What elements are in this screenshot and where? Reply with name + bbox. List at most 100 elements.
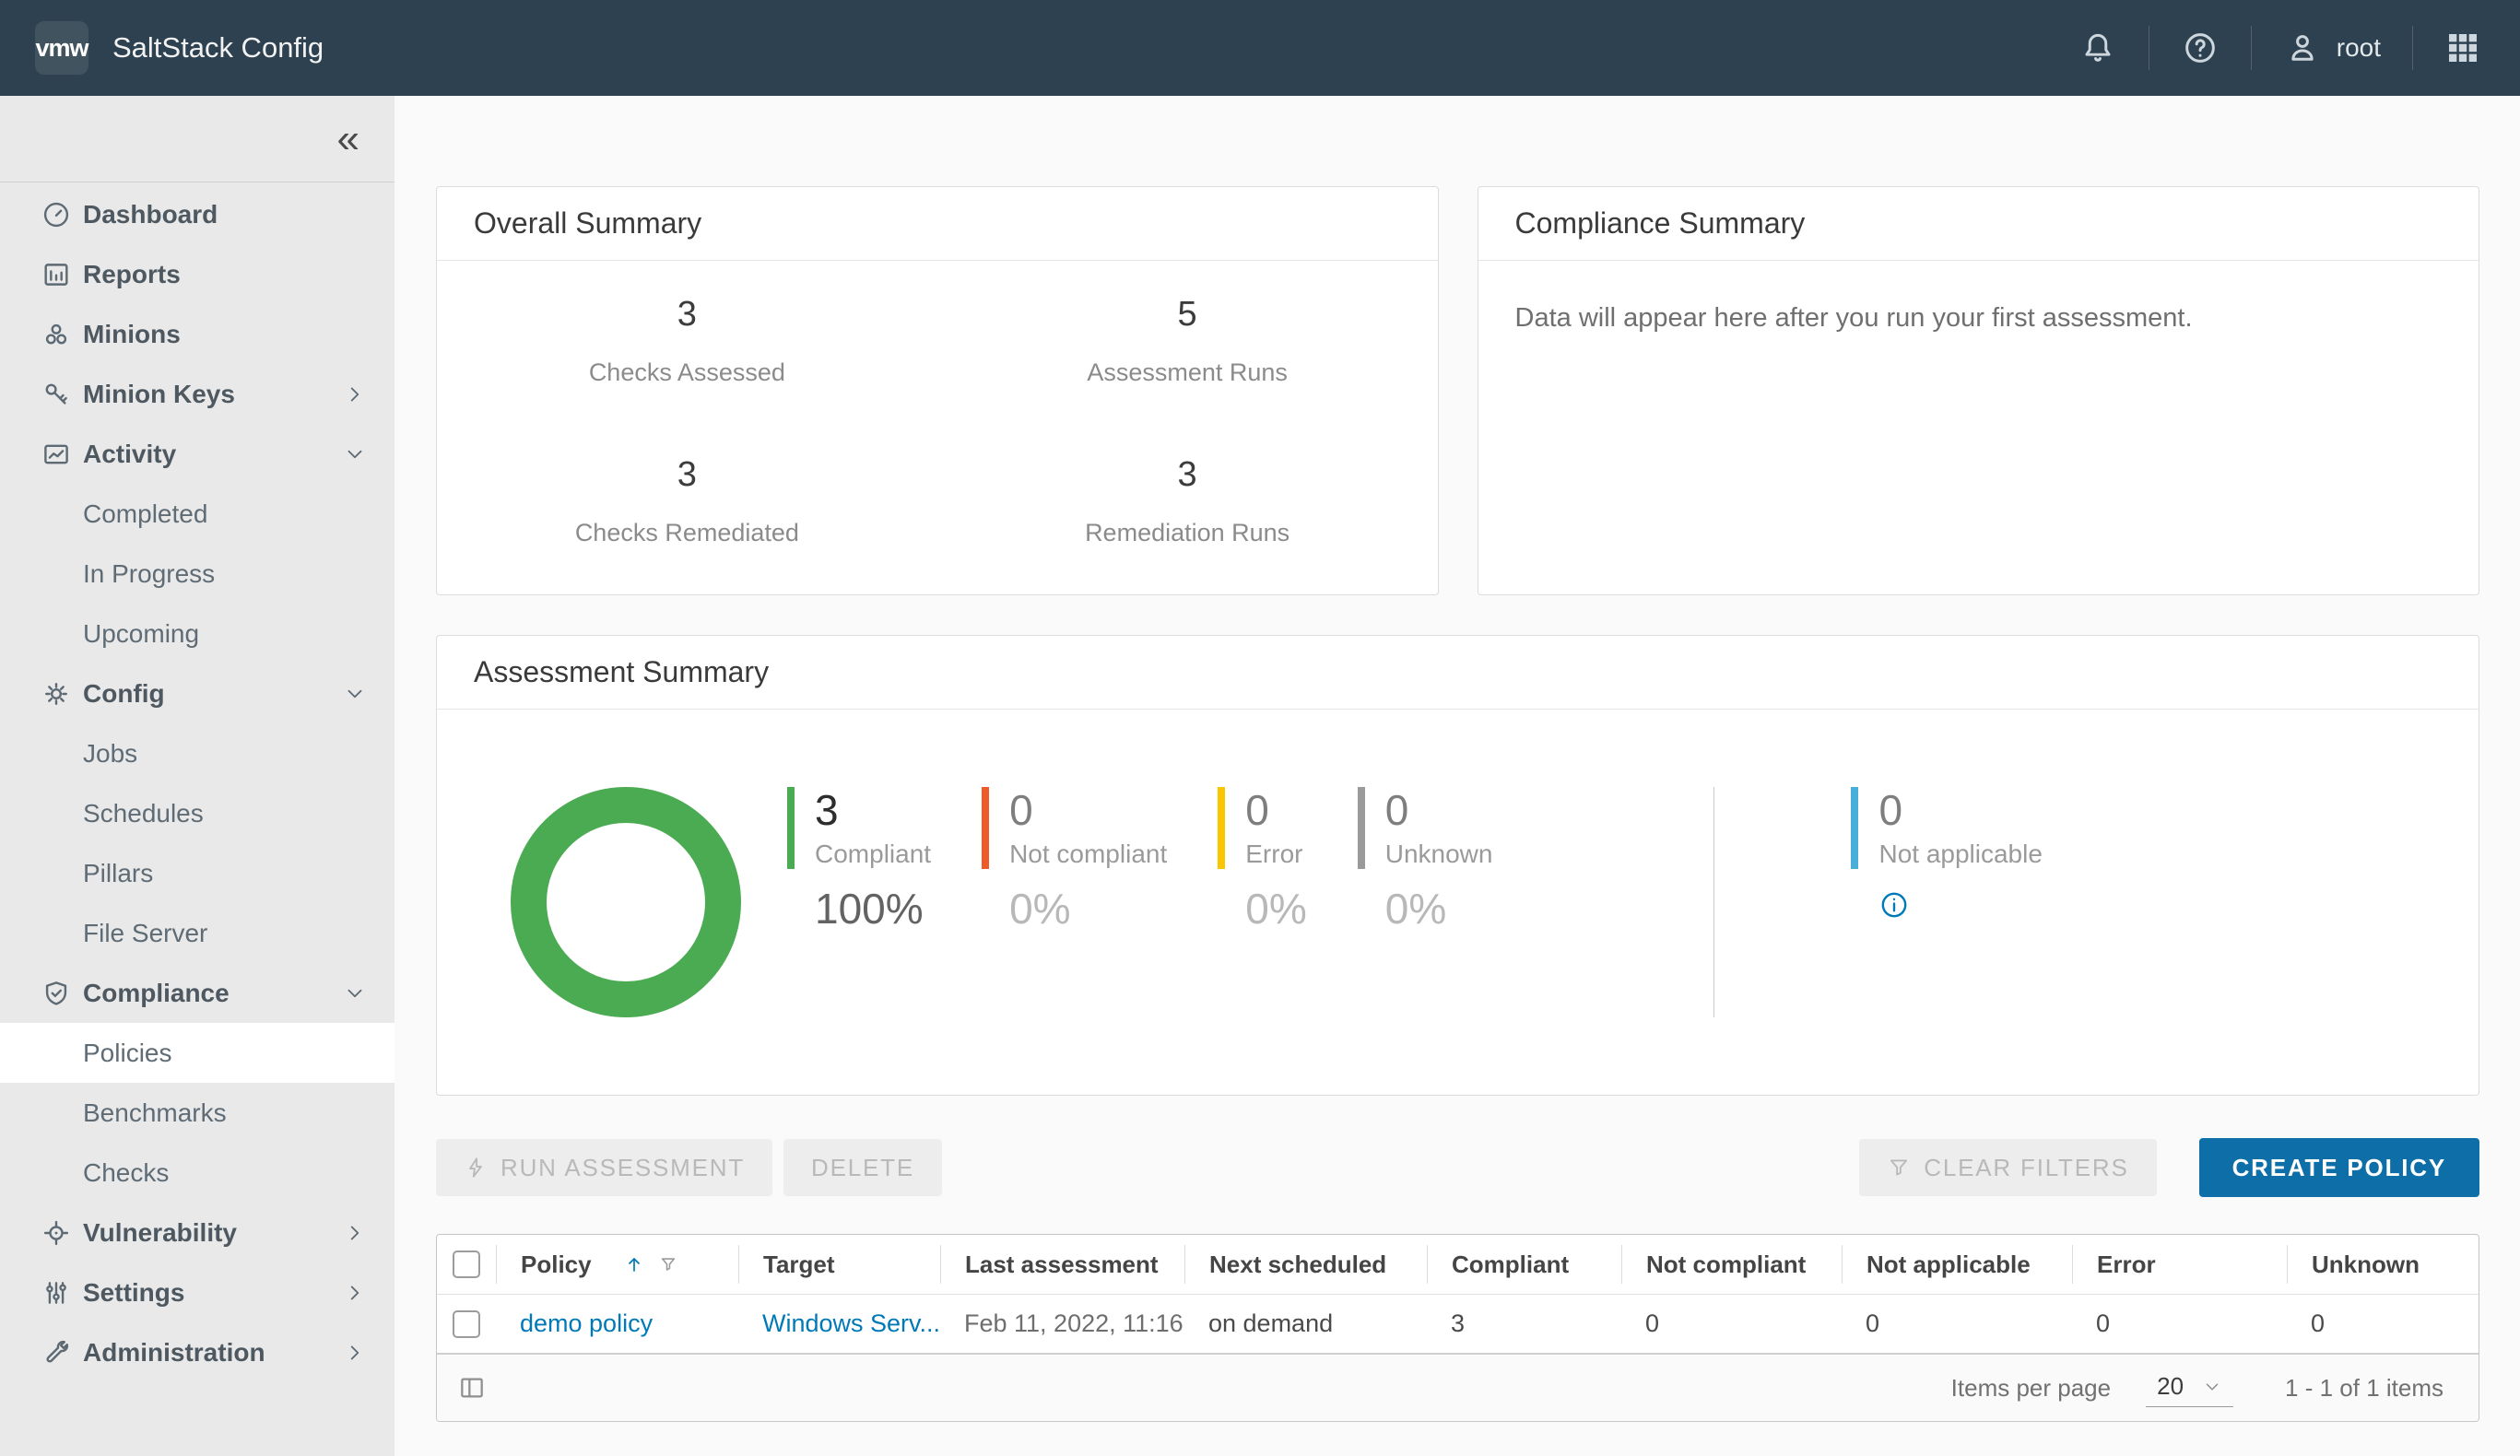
delete-button[interactable]: DELETE	[783, 1139, 942, 1196]
items-per-page-label: Items per page	[1950, 1373, 2112, 1402]
sidebar-item-minion-keys[interactable]: Minion Keys	[0, 364, 394, 424]
line-chart-icon	[41, 439, 72, 470]
column-filter-icon[interactable]	[658, 1254, 678, 1274]
sidebar-item-reports[interactable]: Reports	[0, 244, 394, 304]
empty-state-message: Data will appear here after you run your…	[1514, 303, 2193, 333]
header-divider	[2412, 26, 2413, 70]
stat-not-compliant: 0 Not compliant 0%	[982, 787, 1167, 933]
sidebar-item-vulnerability[interactable]: Vulnerability	[0, 1203, 394, 1262]
stat-assessment-runs: 5 Assessment Runs	[1087, 295, 1288, 386]
sidebar-item-file-server[interactable]: File Server	[83, 918, 208, 947]
key-icon	[41, 379, 72, 410]
column-header-last-assessment[interactable]: Last assessment	[940, 1245, 1184, 1284]
sidebar-item-minions[interactable]: Minions	[0, 304, 394, 364]
policies-table: Policy Target Last assessment Next sched…	[436, 1234, 2479, 1422]
header-divider	[2250, 26, 2252, 70]
info-circle-icon[interactable]	[1851, 889, 2042, 921]
chevron-right-icon	[343, 1221, 367, 1245]
app-switcher-grid-icon[interactable]	[2444, 29, 2481, 66]
column-header-not-applicable[interactable]: Not applicable	[1842, 1245, 2072, 1284]
column-header-unknown[interactable]: Unknown	[2287, 1245, 2479, 1284]
sort-asc-icon[interactable]	[623, 1253, 645, 1275]
select-all-cell	[437, 1245, 496, 1284]
run-assessment-button[interactable]: RUN ASSESSMENT	[436, 1139, 773, 1196]
sidebar-item-benchmarks[interactable]: Benchmarks	[83, 1098, 227, 1127]
compliant-cell: 3	[1451, 1309, 1466, 1337]
unknown-cell: 0	[2311, 1309, 2326, 1337]
stat-not-applicable: 0 Not applicable	[1851, 787, 2043, 921]
column-settings-icon[interactable]	[457, 1373, 487, 1403]
row-checkbox[interactable]	[453, 1309, 480, 1338]
column-header-next-scheduled[interactable]: Next scheduled	[1184, 1245, 1427, 1284]
column-header-not-compliant[interactable]: Not compliant	[1621, 1245, 1842, 1284]
user-menu[interactable]: root	[2283, 29, 2381, 67]
clear-filters-button[interactable]: CLEAR FILTERS	[1859, 1139, 2157, 1196]
sidebar-item-administration[interactable]: Administration	[0, 1322, 394, 1382]
stat-checks-assessed: 3 Checks Assessed	[588, 295, 785, 386]
sidebar-item-pillars[interactable]: Pillars	[83, 858, 154, 887]
create-policy-button[interactable]: CREATE POLICY	[2198, 1138, 2479, 1197]
nodes-cluster-icon	[41, 319, 72, 350]
sidebar-collapse-icon[interactable]: «	[336, 115, 359, 161]
top-header: vmw SaltStack Config root	[0, 0, 2520, 96]
funnel-icon	[1890, 1159, 1908, 1176]
sidebar-item-compliance[interactable]: Compliance	[0, 963, 394, 1023]
sidebar-item-config[interactable]: Config	[0, 663, 394, 723]
help-icon[interactable]	[2181, 29, 2220, 67]
sidebar-item-settings[interactable]: Settings	[0, 1262, 394, 1322]
pagination-range: 1 - 1 of 1 items	[2285, 1373, 2443, 1402]
column-header-error[interactable]: Error	[2072, 1245, 2287, 1284]
items-per-page-select[interactable]: 20	[2146, 1368, 2234, 1407]
stat-remediation-runs: 3 Remediation Runs	[1085, 455, 1290, 546]
shield-check-icon	[41, 978, 72, 1009]
sidebar-item-in-progress[interactable]: In Progress	[83, 558, 216, 588]
chevron-right-icon	[343, 1281, 367, 1305]
select-all-checkbox[interactable]	[453, 1251, 480, 1278]
bar-chart-icon	[41, 259, 72, 290]
compliance-donut-chart	[511, 787, 741, 1017]
app-title: SaltStack Config	[112, 31, 324, 64]
table-row: demo policy Windows Serv... Feb 11, 2022…	[437, 1294, 2479, 1353]
target-icon	[41, 1217, 72, 1249]
sidebar-item-jobs[interactable]: Jobs	[83, 738, 138, 768]
last-assessment-cell: Feb 11, 2022, 11:16:...	[964, 1309, 1184, 1337]
stats-divider	[1713, 787, 1715, 1017]
compliance-summary-card: Compliance Summary Data will appear here…	[1477, 186, 2479, 595]
wrench-icon	[41, 1337, 72, 1368]
column-header-policy[interactable]: Policy	[496, 1245, 738, 1284]
chevron-down-icon	[2206, 1382, 2219, 1391]
sidebar-item-schedules[interactable]: Schedules	[83, 798, 204, 828]
card-title: Compliance Summary	[1478, 187, 2479, 261]
column-header-target[interactable]: Target	[738, 1245, 940, 1284]
overall-summary-card: Overall Summary 3 Checks Assessed 5 Asse…	[436, 186, 1439, 595]
chevron-right-icon	[343, 382, 367, 406]
lightning-icon	[469, 1157, 482, 1178]
target-link[interactable]: Windows Serv...	[762, 1309, 940, 1337]
sidebar-nav: « Dashboard Reports Minions Minion Keys	[0, 96, 394, 1456]
sidebar-item-activity[interactable]: Activity	[0, 424, 394, 484]
policy-link[interactable]: demo policy	[520, 1309, 654, 1337]
table-header-row: Policy Target Last assessment Next sched…	[437, 1235, 2479, 1294]
stat-unknown: 0 Unknown 0%	[1357, 787, 1492, 933]
column-header-compliant[interactable]: Compliant	[1427, 1245, 1621, 1284]
error-cell: 0	[2096, 1309, 2111, 1337]
stat-error: 0 Error 0%	[1218, 787, 1307, 933]
table-footer: Items per page 20 1 - 1 of 1 items	[437, 1353, 2479, 1421]
card-title: Overall Summary	[437, 187, 1438, 261]
sidebar-item-checks[interactable]: Checks	[83, 1157, 170, 1187]
username: root	[2336, 33, 2381, 62]
sidebar-item-policies[interactable]: Policies	[0, 1023, 394, 1083]
vmware-logo[interactable]: vmw	[35, 21, 89, 75]
row-select-cell	[437, 1309, 496, 1338]
gear-icon	[41, 678, 72, 710]
chevron-down-icon	[343, 442, 367, 466]
sidebar-item-upcoming[interactable]: Upcoming	[83, 618, 200, 648]
chevron-right-icon	[343, 1341, 367, 1365]
card-title: Assessment Summary	[437, 636, 2479, 710]
bell-icon[interactable]	[2078, 29, 2117, 67]
gauge-icon	[41, 199, 72, 230]
sidebar-item-completed[interactable]: Completed	[83, 499, 208, 528]
next-scheduled-cell: on demand	[1208, 1309, 1334, 1337]
sidebar-item-dashboard[interactable]: Dashboard	[0, 184, 394, 244]
